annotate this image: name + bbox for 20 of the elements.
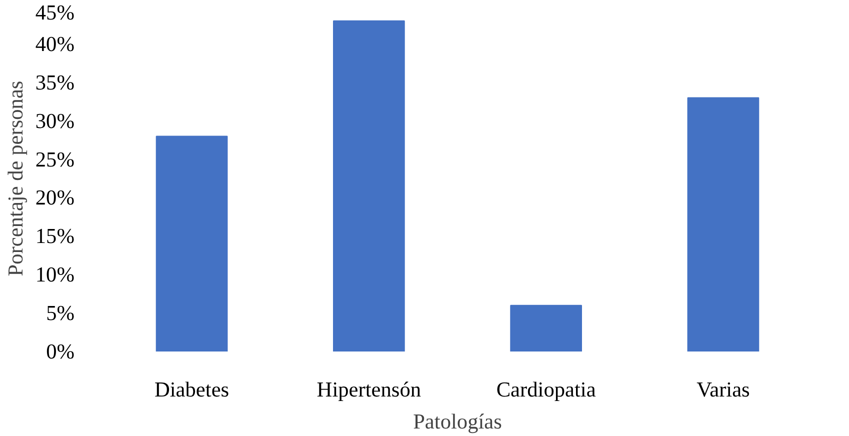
y-tick-label: 0%	[46, 340, 75, 364]
x-tick-label: Varias	[696, 378, 750, 402]
y-tick-label: 20%	[35, 186, 75, 210]
x-axis-title: Patologías	[413, 410, 502, 434]
y-tick-label: 30%	[35, 108, 75, 133]
y-tick-label: 15%	[35, 224, 75, 248]
x-tick-label: Cardiopatia	[496, 378, 596, 402]
x-tick-label: Hipertensón	[316, 378, 422, 402]
y-tick-label: 45%	[35, 0, 75, 24]
bar	[510, 304, 582, 352]
x-tick-label: Diabetes	[154, 378, 230, 402]
bar	[156, 136, 228, 352]
y-tick-label: 5%	[46, 301, 75, 326]
y-tick-label: 40%	[35, 32, 75, 56]
bar	[333, 20, 405, 352]
y-axis-title: Porcentaje de personas	[3, 80, 28, 276]
bar	[687, 97, 760, 352]
y-tick-label: 35%	[35, 70, 75, 94]
y-tick-label: 10%	[35, 262, 75, 287]
y-tick-label: 25%	[35, 147, 75, 172]
